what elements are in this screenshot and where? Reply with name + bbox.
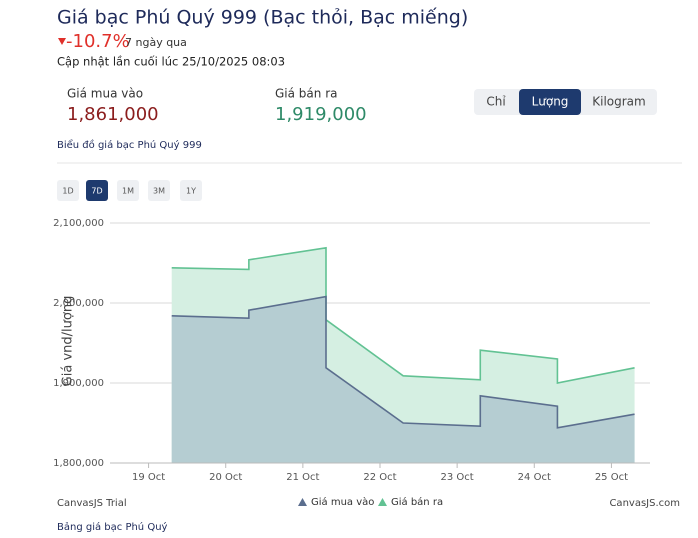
buy-label: Giá mua vào <box>67 87 143 101</box>
down-arrow <box>58 38 66 45</box>
legend-label: Giá mua vào <box>311 496 374 508</box>
x-tick-label: 23 Oct <box>441 472 474 483</box>
y-tick-label: 1,900,000 <box>53 378 104 389</box>
change: -10.7% <box>66 31 130 52</box>
unit-label[interactable]: Kilogram <box>592 95 645 109</box>
legend-marker <box>378 498 387 506</box>
legend-marker <box>298 498 307 506</box>
unit-button[interactable]: Kilogram <box>592 95 645 109</box>
range-button[interactable] <box>57 180 79 201</box>
unit-button[interactable]: Lượng <box>519 89 581 115</box>
x-tick-label: 25 Oct <box>595 472 628 483</box>
x-tick-label: 19 Oct <box>132 472 165 483</box>
range-button[interactable] <box>86 180 108 201</box>
credit-right: CanvasJS.com <box>609 498 680 509</box>
x-tick-label: 22 Oct <box>363 472 396 483</box>
legend-label: Giá bán ra <box>391 496 443 508</box>
range-label[interactable]: 1M <box>122 187 134 196</box>
range-button[interactable] <box>180 180 202 201</box>
range-button[interactable] <box>148 180 170 201</box>
y-tick-label: 2,100,000 <box>53 218 104 229</box>
buy-value: 1,861,000 <box>67 104 159 125</box>
area-fill <box>171 296 635 463</box>
range-label[interactable]: 1D <box>62 187 73 196</box>
footer-link[interactable]: Bảng giá bạc Phú Quý <box>57 521 168 533</box>
y-tick-label: 2,000,000 <box>53 298 104 309</box>
y-tick-label: 1,800,000 <box>53 458 104 469</box>
unit-label[interactable]: Chỉ <box>486 95 506 109</box>
active-bg[interactable] <box>519 89 581 115</box>
sell-value: 1,919,000 <box>275 104 367 125</box>
series-line <box>171 246 635 384</box>
x-tick-label: 20 Oct <box>209 472 242 483</box>
range-label[interactable]: 7D <box>91 187 102 196</box>
range-label[interactable]: 3M <box>153 187 165 196</box>
sell-label: Giá bán ra <box>275 87 337 101</box>
updated: Cập nhật lần cuối lúc 25/10/2025 08:03 <box>57 55 285 69</box>
range-label[interactable]: 1Y <box>186 187 196 196</box>
unit-button[interactable]: Chỉ <box>486 95 506 109</box>
unit-label[interactable]: Lượng <box>532 95 569 109</box>
series-line <box>171 295 635 429</box>
x-tick-label: 24 Oct <box>518 472 551 483</box>
credit-left: CanvasJS Trial <box>57 498 127 509</box>
change-period: 7 ngày qua <box>125 36 187 49</box>
chart-link[interactable]: Biểu đồ giá bạc Phú Quý 999 <box>57 138 202 151</box>
range-button[interactable] <box>117 180 139 201</box>
x-tick-label: 21 Oct <box>286 472 319 483</box>
title: Giá bạc Phú Quý 999 (Bạc thỏi, Bạc miếng… <box>57 7 468 29</box>
y-axis-title: Giá vnd/lượng <box>61 296 76 387</box>
